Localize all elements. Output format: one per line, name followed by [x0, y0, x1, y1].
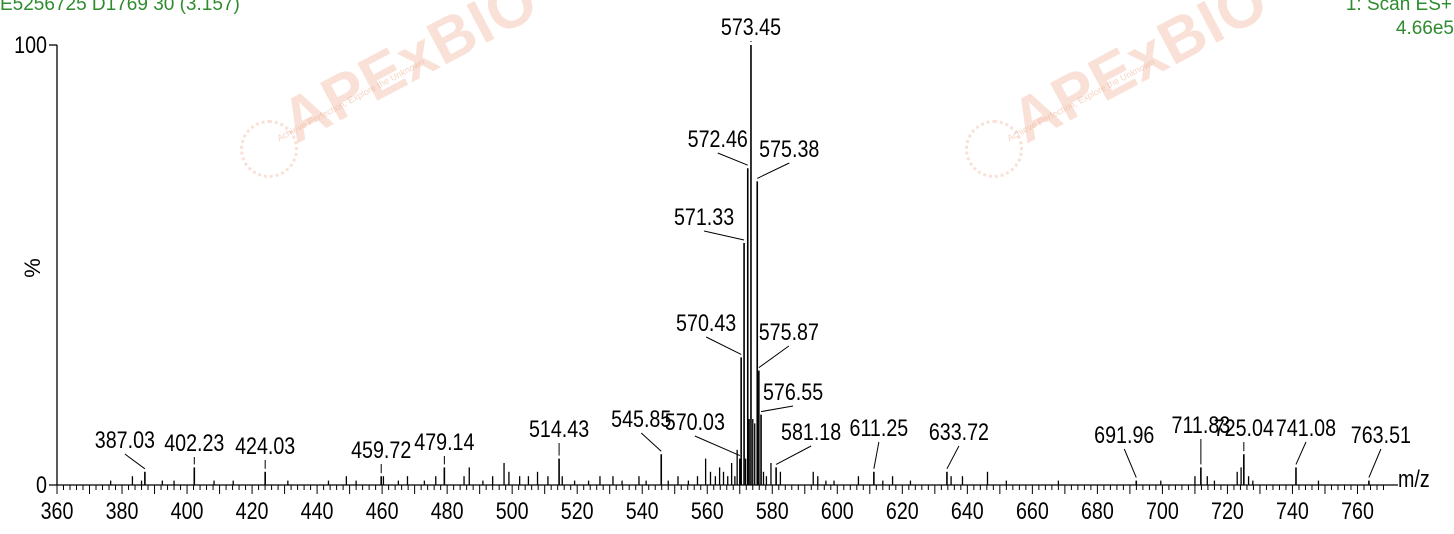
peak-label: 725.04 — [1214, 414, 1274, 441]
peak-label-leader — [640, 432, 662, 452]
peak-label-leader — [705, 336, 742, 355]
peak-label: 514.43 — [529, 415, 589, 442]
peak-label-leader — [694, 435, 741, 457]
x-tick-label: 500 — [496, 497, 529, 524]
x-tick-label: 480 — [431, 497, 464, 524]
peak-label: 576.55 — [763, 378, 823, 405]
peak-label: 573.45 — [721, 13, 781, 40]
peak-label: 575.87 — [759, 318, 819, 345]
x-tick-label: 400 — [171, 497, 204, 524]
x-tick-label: 600 — [821, 497, 854, 524]
peak-label-leader — [758, 345, 790, 369]
x-tick-label: 380 — [106, 497, 139, 524]
x-tick-label: 660 — [1016, 497, 1049, 524]
x-tick-label: 640 — [951, 497, 984, 524]
sample-id-label: E5256725 D1769 30 (3.157) — [0, 0, 240, 15]
peak-label: 424.03 — [235, 432, 295, 459]
peak-label: 581.18 — [781, 418, 841, 445]
peak-label-leader — [717, 152, 748, 166]
x-tick-label: 580 — [756, 497, 789, 524]
peak-label: 633.72 — [929, 418, 989, 445]
peak-label-leader — [873, 441, 880, 469]
y-tick-label: 0 — [36, 471, 47, 498]
x-tick-label: 680 — [1081, 497, 1114, 524]
watermark-logo-icon — [965, 120, 1023, 178]
x-axis-label: m/z — [1398, 465, 1430, 492]
x-tick-label: 560 — [691, 497, 724, 524]
peak-label: 459.72 — [351, 436, 411, 463]
y-tick-label: 100 — [14, 31, 47, 58]
peak-label: 570.43 — [676, 309, 736, 336]
x-tick-label: 540 — [626, 497, 659, 524]
x-tick-label: 360 — [41, 497, 74, 524]
peak-label: 571.33 — [674, 203, 734, 230]
peak-label-leader — [703, 230, 745, 241]
peak-label: 575.38 — [759, 135, 819, 162]
peak-label: 711.83 — [1172, 411, 1231, 438]
watermark-logo-icon — [240, 120, 298, 178]
peak-label: 545.85 — [611, 405, 671, 432]
peak-label: 387.03 — [95, 426, 155, 453]
peak-label: 402.23 — [164, 429, 224, 456]
peak-label-leader — [775, 445, 812, 465]
x-tick-label: 420 — [236, 497, 269, 524]
x-tick-label: 700 — [1146, 497, 1179, 524]
peak-label: 691.96 — [1094, 421, 1154, 448]
peak-label: 572.46 — [688, 125, 748, 152]
x-tick-label: 760 — [1341, 497, 1374, 524]
peak-label-leader — [760, 405, 794, 413]
x-tick-label: 620 — [886, 497, 919, 524]
scan-mode-label: 1: Scan ES+ — [1345, 0, 1452, 15]
peak-label-leader — [757, 162, 790, 179]
peak-label-leader — [1368, 448, 1382, 478]
y-axis-label: % — [20, 258, 45, 278]
x-tick-label: 740 — [1276, 497, 1309, 524]
x-tick-label: 720 — [1211, 497, 1244, 524]
max-intensity-label: 4.66e5 — [1395, 18, 1454, 39]
x-tick-label: 440 — [301, 497, 334, 524]
peak-label-leader — [946, 445, 960, 470]
peak-label: 741.08 — [1276, 414, 1336, 441]
peak-label: 611.25 — [850, 414, 909, 441]
peak-label: 479.14 — [414, 428, 474, 455]
peak-label: 763.51 — [1351, 421, 1411, 448]
peak-label-leader — [1123, 448, 1137, 478]
peak-label-leader — [1295, 441, 1307, 465]
x-tick-label: 520 — [561, 497, 594, 524]
x-tick-label: 460 — [366, 497, 399, 524]
peak-label-leader — [124, 453, 146, 470]
peak-label: 570.03 — [665, 408, 725, 435]
